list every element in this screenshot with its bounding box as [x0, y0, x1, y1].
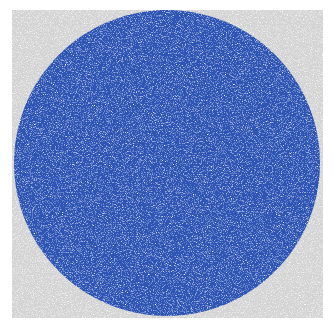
inner-points: [14, 10, 320, 316]
